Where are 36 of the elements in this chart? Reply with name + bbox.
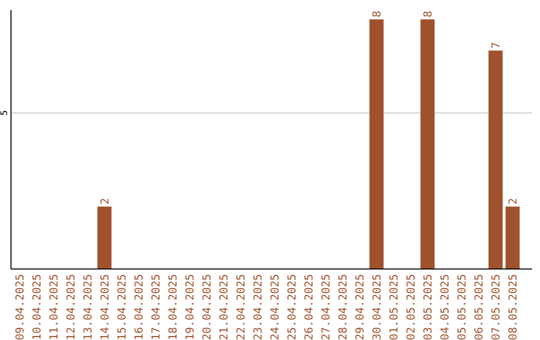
data-label: 7 <box>490 42 503 49</box>
x-tick-label: 28.04.2025 <box>336 274 350 340</box>
x-tick-label: 15.04.2025 <box>115 274 128 340</box>
x-tick-label: 23.04.2025 <box>251 274 264 340</box>
x-tick-label: 20.04.2025 <box>200 274 214 340</box>
x-tick-label: 13.04.2025 <box>81 274 94 340</box>
data-label: 8 <box>370 10 384 18</box>
x-tick-label: 07.05.2025 <box>490 274 503 340</box>
data-label: 2 <box>506 198 520 205</box>
x-tick-label: 11.04.2025 <box>47 274 60 340</box>
x-tick-label: 26.04.2025 <box>302 274 316 340</box>
x-tick-label: 18.04.2025 <box>166 274 180 340</box>
x-tick-label: 16.04.2025 <box>132 274 146 340</box>
x-tick-label: 19.04.2025 <box>183 274 196 340</box>
x-tick-label: 01.05.2025 <box>388 274 401 340</box>
x-tick-label: 17.04.2025 <box>149 274 162 340</box>
x-tick-label: 10.04.2025 <box>30 274 44 340</box>
x-tick-label: 27.04.2025 <box>320 274 333 340</box>
x-tick-label: 21.04.2025 <box>217 274 230 340</box>
x-tick-label: 05.05.2025 <box>456 274 469 340</box>
x-tick-label: 24.04.2025 <box>268 274 282 340</box>
x-tick-label: 22.04.2025 <box>234 274 248 340</box>
x-tick-label: 25.04.2025 <box>286 274 299 340</box>
x-tick-label: 03.05.2025 <box>422 274 435 340</box>
x-tick-label: 06.05.2025 <box>472 274 486 340</box>
x-tick-label: 29.04.2025 <box>354 274 367 340</box>
x-tick-label: 04.05.2025 <box>438 274 452 340</box>
data-label: 2 <box>98 198 112 205</box>
x-tick-label: 08.05.2025 <box>506 274 520 340</box>
x-tick-label: 12.04.2025 <box>64 274 78 340</box>
x-tick-label: 30.04.2025 <box>370 274 384 340</box>
x-tick-label: 09.04.2025 <box>13 274 26 340</box>
x-tick-label: 14.04.2025 <box>98 274 112 340</box>
x-tick-label: 02.05.2025 <box>404 274 418 340</box>
data-label: 8 <box>422 10 435 18</box>
y-tick-label: 5 <box>0 110 10 116</box>
